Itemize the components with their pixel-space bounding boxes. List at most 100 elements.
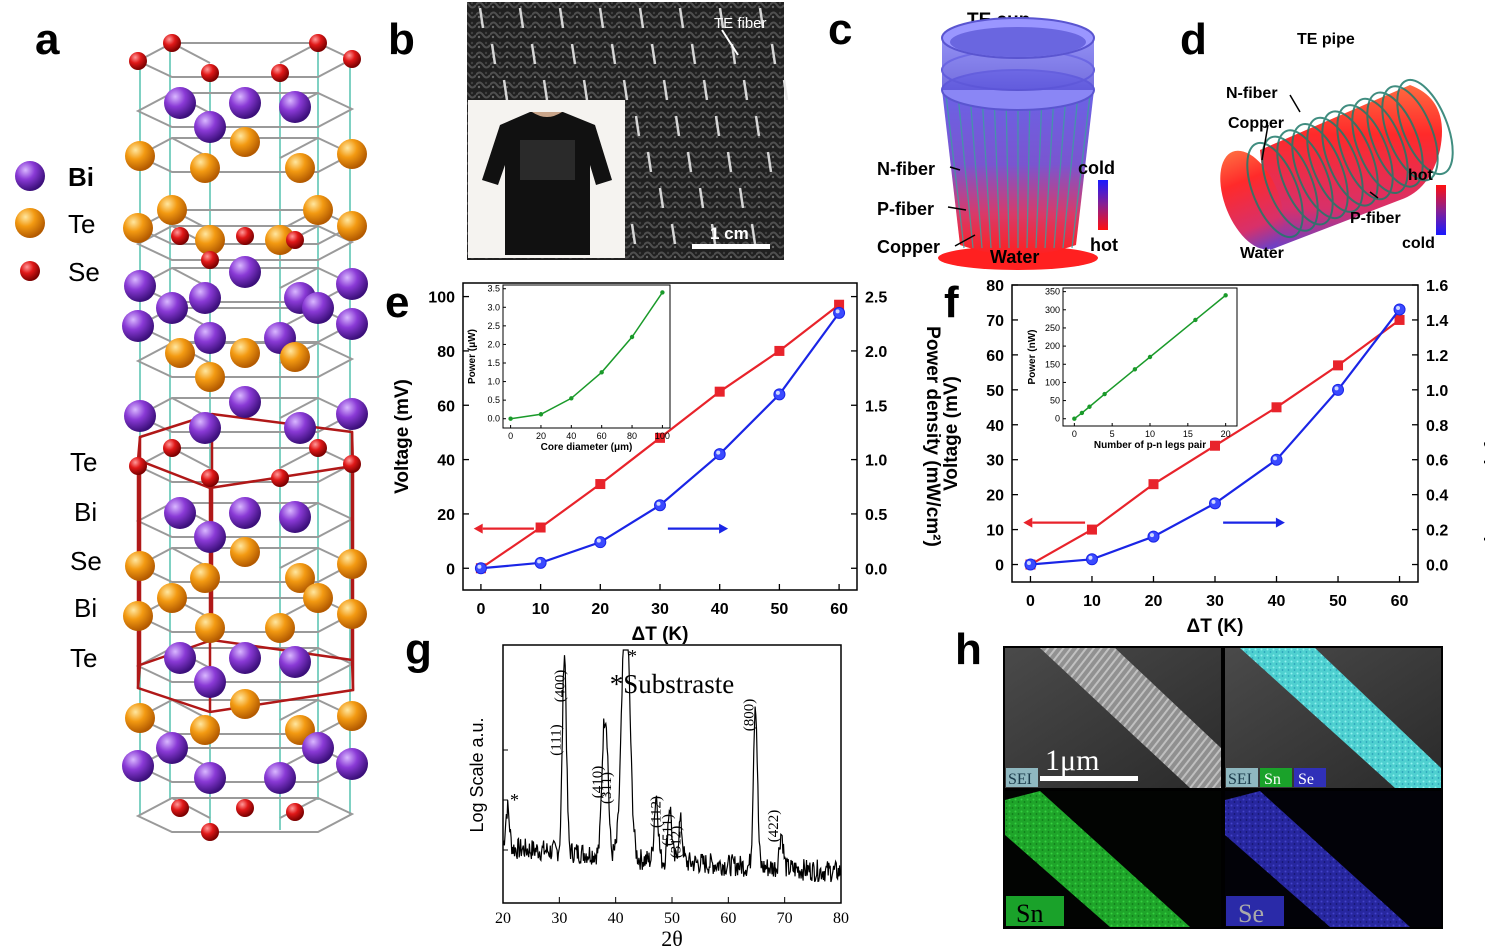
y2-axis-label: Power density (mW/cm²) [922, 326, 943, 547]
power-point [1271, 454, 1282, 465]
power-point [1210, 498, 1221, 509]
x-tick-label: 0 [1026, 593, 1035, 610]
scale-bar-b [692, 244, 770, 249]
pipe-label-n: N-fiber [1226, 85, 1278, 102]
x-tick-label: 50 [1329, 593, 1347, 610]
y-tick-label: 40 [437, 453, 455, 470]
overlay-tag-sn: Sn [1264, 771, 1281, 788]
power-point [834, 307, 845, 318]
voltage-point [715, 387, 725, 397]
voltage-point [1210, 441, 1220, 451]
xrd-x-label: 2θ [661, 926, 683, 951]
y-tick-label: 60 [437, 398, 455, 415]
y-tick-label: 0 [995, 558, 1004, 575]
chart-e: 0 10 20 30 40 50 600204060801000.00.51.01.52.0… [392, 283, 943, 645]
xrd-x-tick-label: 20 [495, 910, 511, 927]
x-tick-label: 30 [651, 601, 669, 618]
y2-tick-label: 0.5 [865, 507, 887, 524]
inset-point [539, 412, 543, 416]
inset-y-tick-label: 0.5 [487, 395, 500, 405]
panel-letter-d: d [1180, 15, 1207, 65]
inset-y-tick-label: 200 [1045, 341, 1060, 351]
inset-y-tick-label: 2.0 [487, 339, 500, 349]
panel-letter-b: b [388, 15, 415, 65]
right-axis-arrowhead [719, 524, 728, 534]
sn-tag: Sn [1016, 899, 1043, 928]
voltage-point [536, 523, 546, 533]
se-tag: Se [1238, 899, 1264, 928]
xrd-x-tick-label: 60 [720, 910, 736, 927]
inset-y-tick-label: 0 [1055, 414, 1060, 424]
stack-label-te-2: Te [70, 643, 97, 673]
power-point [1025, 559, 1036, 570]
inset-point [1080, 411, 1084, 415]
power-point [655, 500, 666, 511]
sem-overlay-image: SEI Sn Se [1225, 648, 1441, 788]
voltage-point [595, 479, 605, 489]
inset-x-tick-label: 15 [1183, 429, 1193, 439]
inset-x-tick-label: 0 [508, 431, 513, 441]
panel-letter-e: e [385, 278, 409, 328]
xrd-x-tick-label: 30 [551, 910, 567, 927]
inset-y-label: Power (μW) [467, 329, 478, 384]
y2-tick-label: 2.0 [865, 344, 887, 361]
panel-h-sem: 1μm SEI SEI Sn Se Sn Se [1003, 646, 1443, 929]
x-tick-label: 60 [830, 601, 848, 618]
y2-tick-label: 1.0 [1426, 383, 1448, 400]
voltage-point [1148, 479, 1158, 489]
y2-tick-label: 0.8 [1426, 418, 1448, 435]
cup-label-copper: Copper [877, 237, 940, 257]
cup-colorbar [1098, 180, 1108, 230]
power-point-highlight [477, 565, 481, 569]
legend-bi-label: Bi [68, 162, 94, 192]
y2-tick-label: 1.4 [1426, 313, 1448, 330]
inset-point [660, 290, 664, 294]
power-point-highlight [1027, 561, 1031, 565]
power-point [1333, 384, 1344, 395]
inset-point [1102, 392, 1106, 396]
panel-a-crystal: Bi Te Se Te Bi Se Bi Te [15, 34, 368, 841]
power-point-highlight [1088, 556, 1092, 560]
x-tick-label: 0 [476, 601, 485, 618]
power-point [595, 537, 606, 548]
xrd-peak-label: (311) [599, 772, 615, 804]
inset-y-tick-label: 0.0 [487, 414, 500, 424]
inset-x-label: Number of p-n legs pair [1094, 440, 1206, 451]
inset-y-tick-label: 150 [1045, 359, 1060, 369]
panel-letter-c: c [828, 5, 852, 55]
pipe-label-water: Water [1240, 245, 1284, 262]
y2-tick-label: 0.2 [1426, 523, 1448, 540]
power-point-highlight [657, 502, 661, 506]
panel-letter-f: f [944, 278, 959, 328]
power-point [714, 449, 725, 460]
cup-label-n: N-fiber [877, 159, 935, 179]
y2-tick-label: 1.5 [865, 398, 887, 415]
inset-point [1193, 318, 1197, 322]
x-tick-label: 10 [1083, 593, 1101, 610]
cup-label-p: P-fiber [877, 199, 934, 219]
legend-se-label: Se [68, 257, 100, 287]
legend-te-label: Te [68, 209, 95, 239]
x-tick-label: 50 [770, 601, 788, 618]
power-point-highlight [1273, 456, 1277, 460]
scale-label-h: 1μm [1045, 744, 1099, 777]
inset-point [1148, 355, 1152, 359]
inset-point [599, 370, 603, 374]
inset-x-tick-label: 80 [627, 431, 637, 441]
inset-y-tick-label: 1.0 [487, 377, 500, 387]
x-axis-label: ΔT (K) [1187, 616, 1244, 637]
y-tick-label: 20 [986, 488, 1004, 505]
overlay-tag-se: Se [1298, 771, 1314, 788]
y-tick-label: 50 [986, 383, 1004, 400]
x-tick-label: 10 [532, 601, 550, 618]
figure-canvas: Bi Te Se Te Bi Se Bi Te TE fiber 1 cm TE… [0, 0, 1485, 952]
x-tick-label: 60 [1391, 593, 1409, 610]
x-axis-label: ΔT (K) [632, 624, 689, 645]
inset-x-tick-label: 5 [1110, 429, 1115, 439]
stack-label-se: Se [70, 546, 102, 576]
panel-letter-a: a [35, 15, 59, 65]
power-point [1394, 304, 1405, 315]
inset-point [1087, 405, 1091, 409]
inset-y-tick-label: 250 [1045, 323, 1060, 333]
y-tick-label: 80 [986, 278, 1004, 295]
